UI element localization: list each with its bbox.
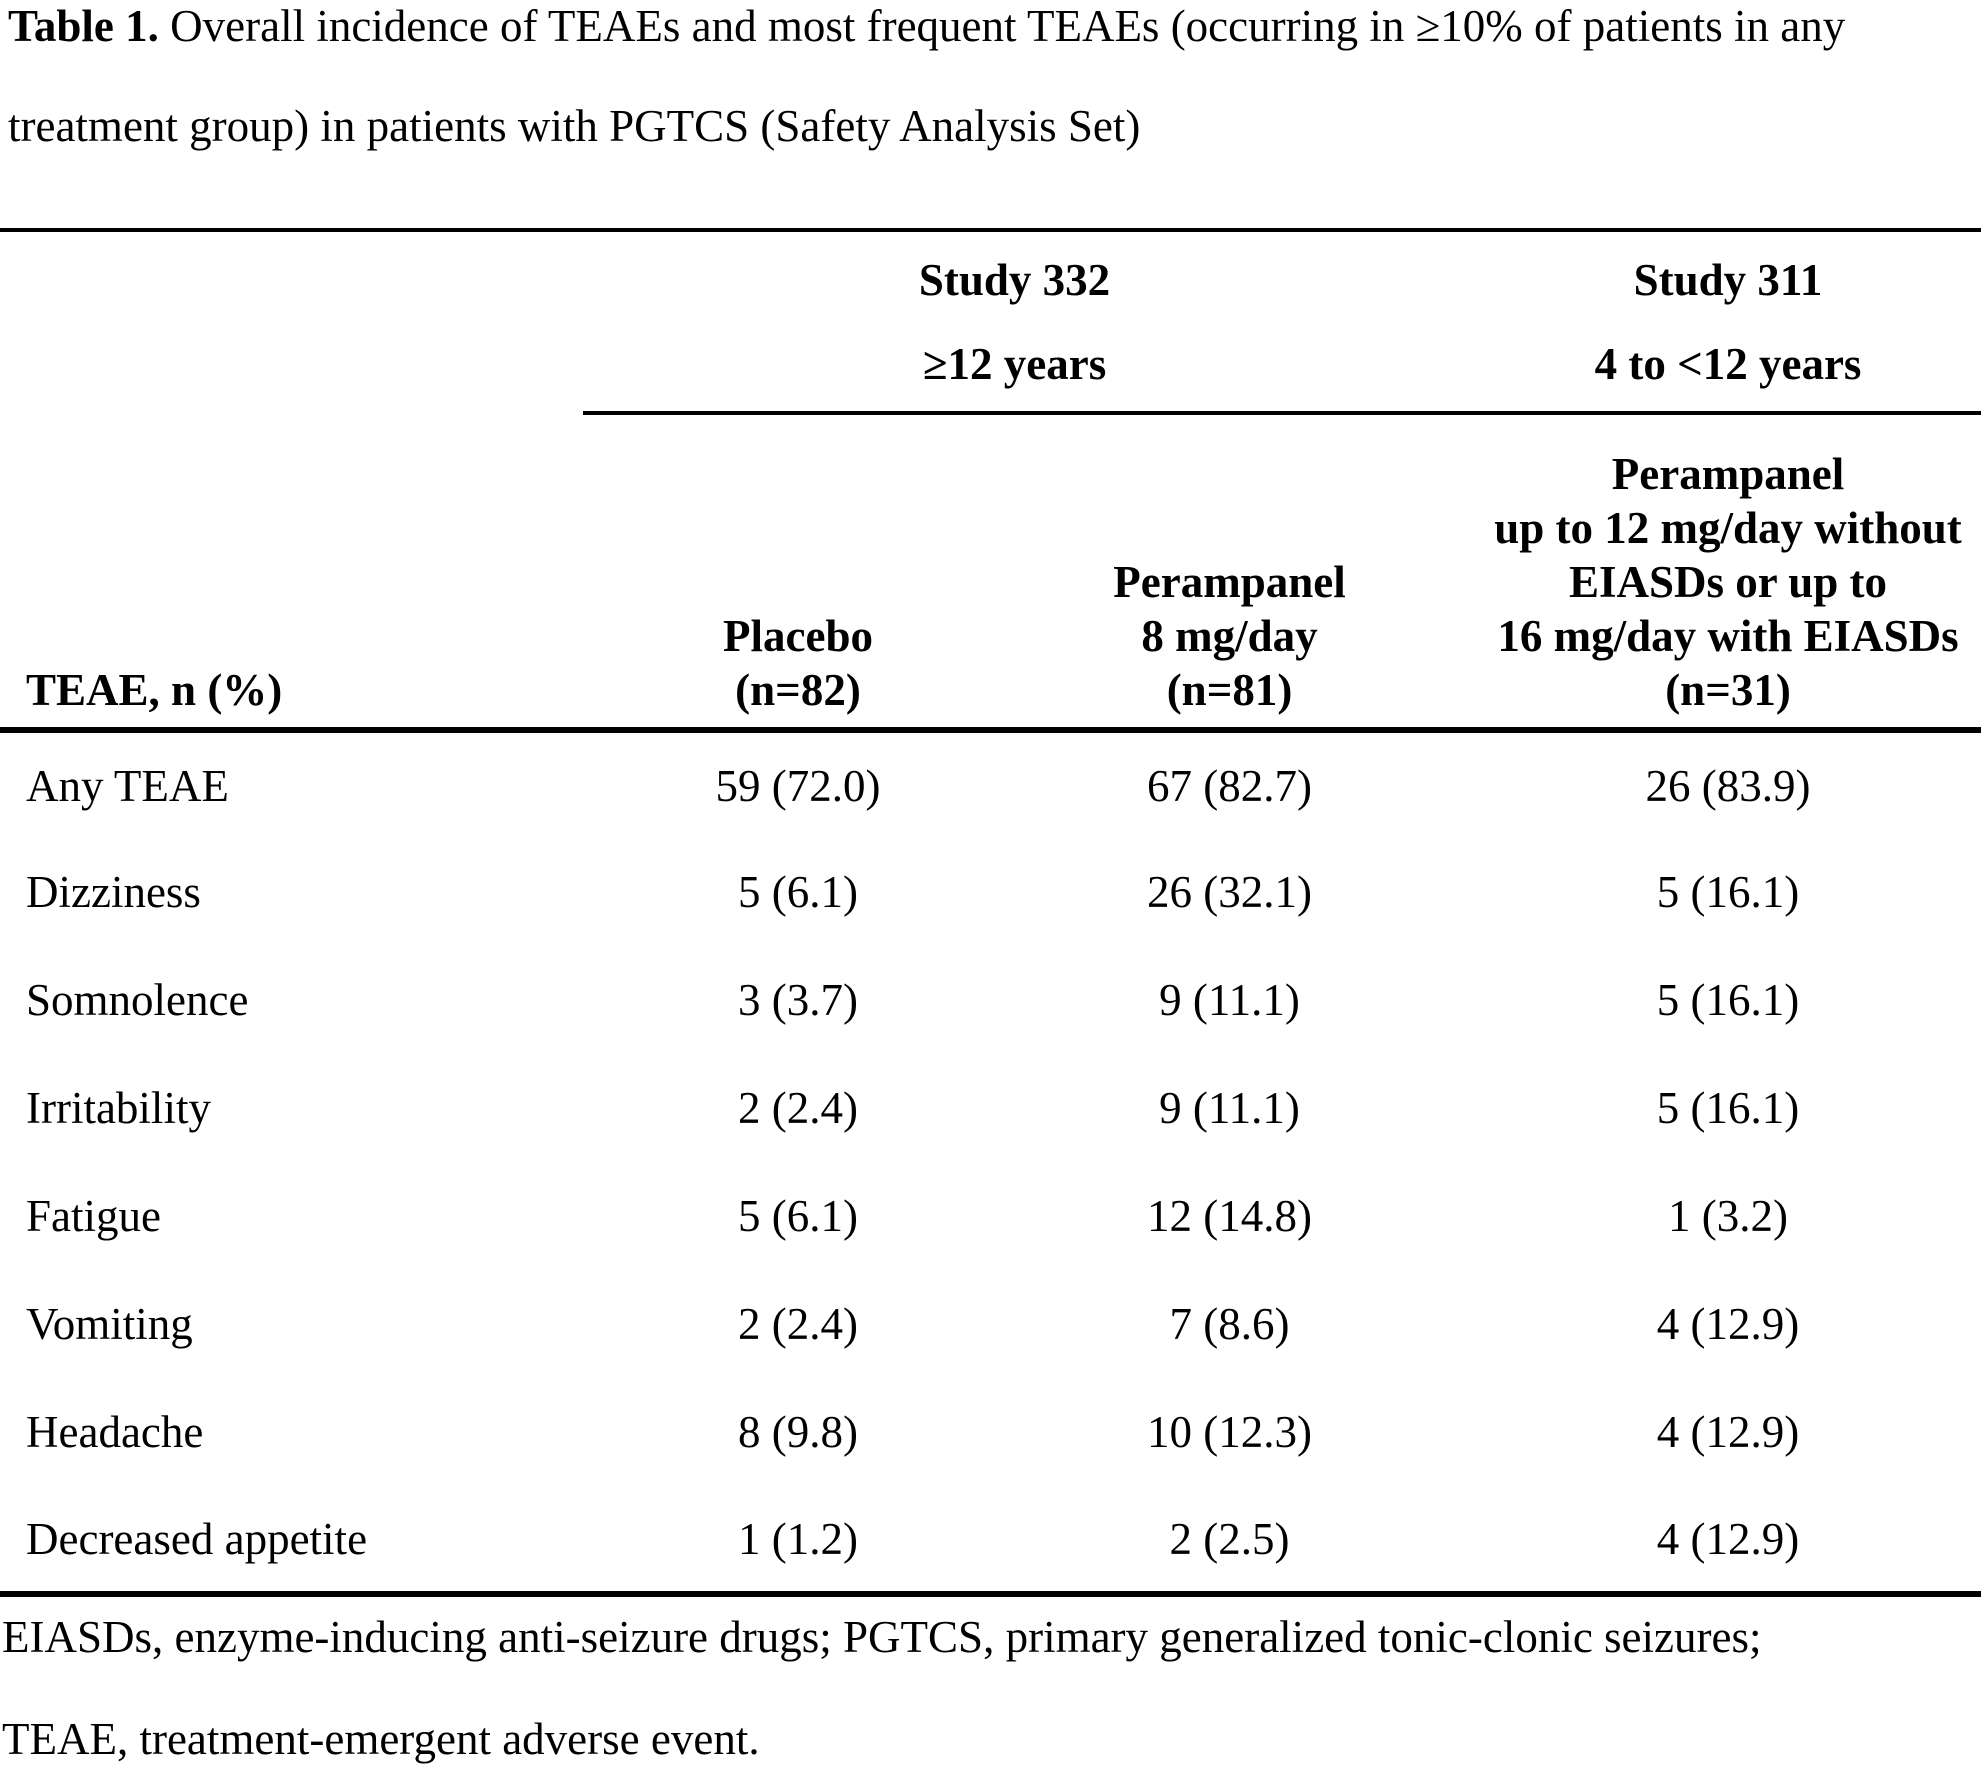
row-label: Somnolence [26,975,249,1025]
study-group-header-row: Study 332 ≥12 years Study 311 4 to <12 y… [0,228,1981,415]
col-header-line: 8 mg/day [1141,611,1318,661]
study-332-age-range: ≥12 years [922,338,1107,389]
cell-value: 2 (2.4) [738,1299,858,1349]
col-header-line: Placebo [723,611,873,661]
col-header-line: EIASDs or up to [1569,557,1888,607]
cell-value: 9 (11.1) [1159,975,1300,1025]
table-row-decreased-appetite: Decreased appetite 1 (1.2) 2 (2.5) 4 (12… [0,1486,1981,1597]
col-header-line: 16 mg/day with EIASDs [1497,611,1959,661]
row-label: Headache [26,1407,204,1457]
table-row-fatigue: Fatigue 5 (6.1) 12 (14.8) 1 (3.2) [0,1162,1981,1270]
study-311-title: Study 311 [1633,254,1823,305]
cell-value: 5 (6.1) [738,867,858,917]
table-row-dizziness: Dizziness 5 (6.1) 26 (32.1) 5 (16.1) [0,838,1981,946]
study-332-group-header: Study 332 ≥12 years [583,228,1447,415]
cell-value: 4 (12.9) [1446,1486,1981,1597]
col-header-placebo: Placebo (n=82) [583,413,1013,733]
study-311-age-range: 4 to <12 years [1594,338,1862,389]
col-header-line: up to 12 mg/day without [1494,503,1962,553]
cell-value: 1 (3.2) [1668,1191,1788,1241]
cell-value: 12 (14.8) [1147,1191,1312,1241]
table-row-somnolence: Somnolence 3 (3.7) 9 (11.1) 5 (16.1) [0,946,1981,1054]
cell-value: 4 (12.9) [1656,1299,1800,1349]
row-label: Fatigue [26,1191,161,1241]
cell-value: 5 (16.1) [1656,867,1800,917]
footnote-line-abbreviations: EIASDs, enzyme-inducing anti-seizure dru… [2,1612,1762,1662]
row-header-label: TEAE, n (%) [0,413,583,733]
table-caption-text: Overall incidence of TEAEs and most freq… [8,1,1846,151]
teae-table: Study 332 ≥12 years Study 311 4 to <12 y… [0,228,1981,1597]
table-footnotes: EIASDs, enzyme-inducing anti-seizure dru… [2,1586,1942,1767]
cell-value: 7 (8.6) [1169,1299,1290,1349]
study-332-title: Study 332 [918,254,1111,305]
cell-value: 1 (1.2) [583,1486,1013,1597]
col-header-perampanel-12-16mg: Perampanel up to 12 mg/day without EIASD… [1446,413,1981,733]
cell-value: 26 (32.1) [1147,867,1312,917]
footnote-line-teae: TEAE, treatment-emergent adverse event. [2,1714,760,1764]
table-caption-label: Table 1. [8,1,159,51]
cell-value: 2 (2.5) [1013,1486,1447,1597]
cell-value: 2 (2.4) [738,1083,858,1133]
table-row-headache: Headache 8 (9.8) 10 (12.3) 4 (12.9) [0,1378,1981,1486]
row-label: Dizziness [26,867,201,917]
col-header-line: Perampanel [1113,557,1346,607]
cell-value: 3 (3.7) [738,975,858,1025]
column-header-row: TEAE, n (%) Placebo (n=82) Perampanel 8 … [0,413,1981,733]
cell-value: 67 (82.7) [1147,760,1312,811]
col-header-line: Perampanel [1611,449,1845,499]
stub-spacer-cell [0,228,583,413]
cell-value: 8 (9.8) [738,1407,858,1457]
cell-value: 9 (11.1) [1159,1083,1300,1133]
study-311-group-header: Study 311 4 to <12 years [1446,228,1981,415]
table-row-vomiting: Vomiting 2 (2.4) 7 (8.6) 4 (12.9) [0,1270,1981,1378]
table-row-any-teae: Any TEAE 59 (72.0) 67 (82.7) 26 (83.9) [0,730,1981,838]
col-header-line: (n=81) [1166,665,1293,715]
row-label: Vomiting [26,1299,193,1349]
row-label: Decreased appetite [0,1486,583,1597]
col-header-line: (n=82) [735,665,861,715]
cell-value: 4 (12.9) [1656,1407,1800,1457]
cell-value: 5 (16.1) [1656,1083,1800,1133]
cell-value: 59 (72.0) [715,760,881,811]
cell-value: 5 (16.1) [1656,975,1800,1025]
cell-value: 5 (6.1) [738,1191,858,1241]
cell-value: 26 (83.9) [1645,760,1811,811]
row-label: Any TEAE [26,760,229,811]
col-header-line: (n=31) [1665,665,1791,715]
table-caption: Table 1. Overall incidence of TEAEs and … [8,0,1888,176]
col-header-perampanel-8mg: Perampanel 8 mg/day (n=81) [1013,413,1447,733]
row-label: Irritability [26,1083,211,1133]
cell-value: 10 (12.3) [1147,1407,1312,1457]
table-row-irritability: Irritability 2 (2.4) 9 (11.1) 5 (16.1) [0,1054,1981,1162]
